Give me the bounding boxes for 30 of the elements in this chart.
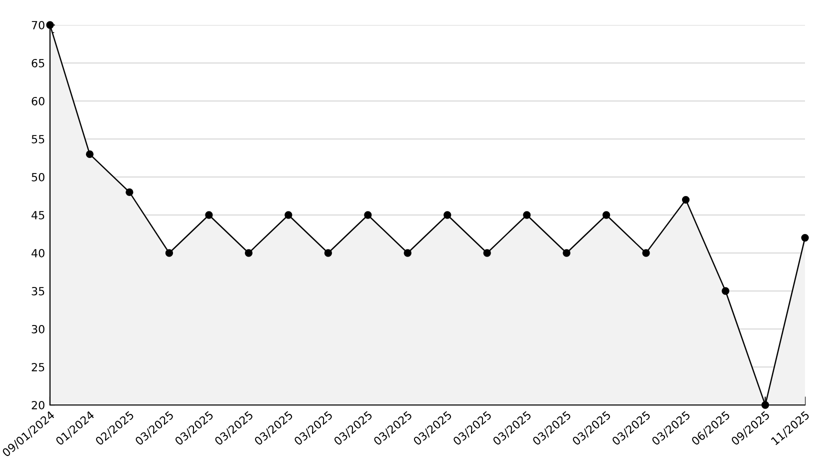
point bbox=[722, 287, 730, 295]
y-tick-label: 70 bbox=[32, 20, 44, 30]
y-tick-label: 55 bbox=[32, 135, 44, 144]
y-tick-label: 50 bbox=[32, 172, 44, 182]
point bbox=[642, 249, 650, 257]
point bbox=[86, 150, 94, 158]
y-tick-label: 35 bbox=[32, 286, 44, 296]
y-tick-label: 60 bbox=[32, 96, 44, 106]
point bbox=[324, 249, 332, 257]
y-tick-label: 45 bbox=[32, 211, 44, 220]
point bbox=[761, 401, 770, 409]
point bbox=[244, 249, 253, 257]
point bbox=[205, 211, 213, 219]
y-tick-label: 30 bbox=[32, 324, 44, 334]
point bbox=[483, 249, 491, 257]
point bbox=[444, 211, 452, 219]
y-tick-label: 40 bbox=[32, 248, 44, 258]
point bbox=[602, 211, 610, 219]
point bbox=[404, 249, 412, 257]
point bbox=[682, 196, 690, 204]
point bbox=[364, 211, 372, 219]
y-tick-label: 20 bbox=[32, 400, 44, 410]
point bbox=[126, 188, 134, 196]
point bbox=[523, 211, 531, 219]
point bbox=[284, 211, 292, 219]
y-tick-label: 65 bbox=[32, 58, 44, 68]
point bbox=[562, 249, 570, 257]
point bbox=[801, 234, 809, 242]
point bbox=[165, 249, 174, 257]
y-tick-label: 25 bbox=[32, 362, 44, 372]
